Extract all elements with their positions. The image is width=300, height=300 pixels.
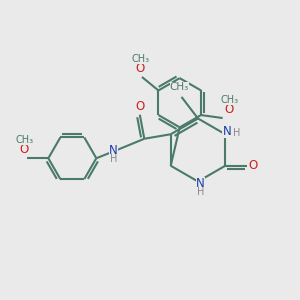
- Text: H: H: [233, 128, 240, 138]
- Text: H: H: [110, 154, 117, 164]
- Text: O: O: [249, 159, 258, 172]
- Text: N: N: [222, 125, 231, 138]
- Text: N: N: [196, 177, 205, 190]
- Text: CH₃: CH₃: [170, 82, 189, 92]
- Text: O: O: [135, 100, 144, 113]
- Text: O: O: [225, 103, 234, 116]
- Text: CH₃: CH₃: [15, 135, 33, 145]
- Text: N: N: [109, 144, 118, 157]
- Text: CH₃: CH₃: [131, 54, 149, 64]
- Text: H: H: [197, 187, 205, 197]
- Text: O: O: [136, 62, 145, 75]
- Text: O: O: [20, 143, 29, 156]
- Text: CH₃: CH₃: [220, 95, 238, 105]
